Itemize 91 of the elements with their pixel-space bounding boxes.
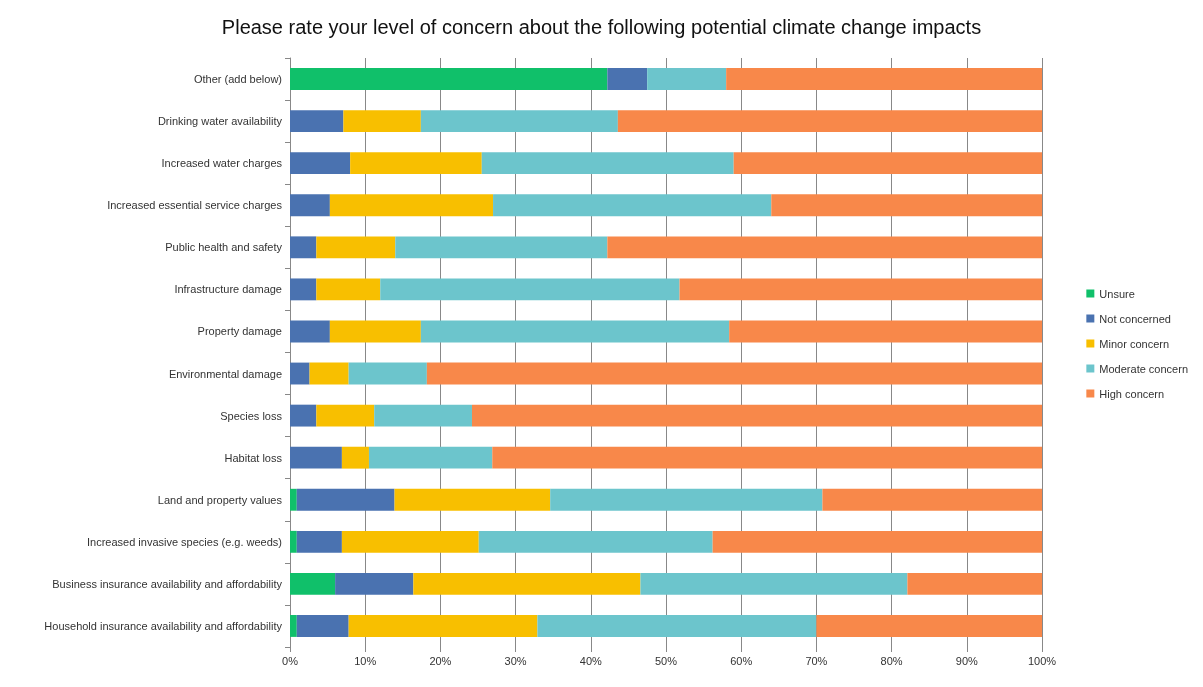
bar bbox=[296, 488, 395, 511]
bar bbox=[290, 615, 297, 637]
y-tick-label: Household insurance availability and affordability bbox=[44, 619, 283, 632]
y-tick-label: Other (add below) bbox=[193, 73, 282, 86]
bar bbox=[341, 530, 479, 553]
bar bbox=[348, 362, 427, 385]
bar bbox=[290, 152, 351, 175]
bar bbox=[550, 488, 823, 511]
y-tick-label: Species loss bbox=[220, 409, 283, 422]
x-tick-label: 100% bbox=[1027, 654, 1057, 667]
bar bbox=[290, 404, 317, 427]
bar bbox=[316, 236, 396, 259]
bar bbox=[394, 488, 551, 511]
x-tick-label: 60% bbox=[730, 654, 753, 667]
bar bbox=[420, 110, 618, 133]
x-tick-label: 90% bbox=[955, 654, 979, 667]
y-tick-label: Increased essential service charges bbox=[107, 199, 283, 212]
x-tick-label: 50% bbox=[654, 654, 678, 667]
bar bbox=[316, 278, 381, 301]
bar bbox=[343, 110, 421, 133]
bar bbox=[537, 615, 817, 637]
bar bbox=[647, 68, 727, 90]
bar bbox=[290, 320, 330, 343]
x-tick-label: 10% bbox=[354, 654, 377, 667]
bar bbox=[726, 68, 1042, 90]
legend-label: Unsure bbox=[1099, 287, 1135, 300]
bar bbox=[420, 320, 730, 343]
bar bbox=[290, 278, 317, 301]
bar bbox=[290, 446, 342, 469]
bar bbox=[729, 320, 1042, 343]
bar bbox=[607, 68, 648, 90]
bar bbox=[290, 194, 330, 217]
y-tick-label: Increased invasive species (e.g. weeds) bbox=[86, 535, 282, 548]
x-tick-label: 0% bbox=[282, 654, 299, 667]
bar bbox=[290, 68, 608, 90]
x-tick-label: 30% bbox=[504, 654, 527, 667]
bar bbox=[296, 530, 342, 553]
bar bbox=[290, 362, 310, 385]
bar bbox=[471, 404, 1042, 427]
y-tick-label: Environmental damage bbox=[168, 367, 282, 380]
bar bbox=[290, 110, 344, 133]
y-tick-label: Land and property values bbox=[157, 493, 283, 506]
bar bbox=[822, 488, 1042, 511]
bar bbox=[907, 572, 1042, 595]
bar bbox=[492, 446, 1042, 469]
bar bbox=[309, 362, 349, 385]
bar bbox=[493, 194, 772, 217]
bar bbox=[335, 572, 414, 595]
bar bbox=[290, 572, 336, 595]
bar bbox=[380, 278, 680, 301]
x-tick-label: 20% bbox=[429, 654, 452, 667]
bar bbox=[290, 488, 297, 511]
bar bbox=[607, 236, 1042, 259]
y-tick-label: Drinking water availability bbox=[157, 115, 283, 128]
y-tick-label: Habitat loss bbox=[224, 451, 283, 464]
bar bbox=[617, 110, 1042, 133]
bar bbox=[395, 236, 608, 259]
legend-label: High concern bbox=[1099, 387, 1165, 400]
bar bbox=[679, 278, 1042, 301]
bar bbox=[481, 152, 734, 175]
bar bbox=[350, 152, 482, 175]
y-tick-label: Public health and safety bbox=[165, 241, 283, 254]
bar bbox=[712, 530, 1042, 553]
bar bbox=[329, 320, 421, 343]
bar bbox=[341, 446, 369, 469]
bar bbox=[478, 530, 713, 553]
chart-title: Please rate your level of concern about the following potential climate change impacts bbox=[221, 16, 982, 38]
bar bbox=[640, 572, 908, 595]
x-tick-label: 40% bbox=[579, 654, 603, 667]
bar bbox=[316, 404, 375, 427]
bar bbox=[329, 194, 494, 217]
bar bbox=[368, 446, 493, 469]
bar bbox=[733, 152, 1042, 175]
x-tick-label: 80% bbox=[880, 654, 903, 667]
bar bbox=[771, 194, 1042, 217]
bar bbox=[290, 530, 297, 553]
y-tick-label: Business insurance availability and affordability bbox=[52, 577, 283, 590]
legend-label: Minor concern bbox=[1099, 337, 1170, 350]
bar bbox=[290, 236, 317, 259]
bar bbox=[348, 615, 538, 637]
bar bbox=[296, 615, 349, 637]
bar bbox=[426, 362, 1042, 385]
y-tick-label: Infrastructure damage bbox=[174, 283, 282, 296]
bar bbox=[374, 404, 472, 427]
bar bbox=[413, 572, 641, 595]
x-tick-label: 70% bbox=[805, 654, 828, 667]
legend-label: Moderate concern bbox=[1099, 362, 1189, 375]
legend-label: Not concerned bbox=[1099, 312, 1171, 325]
bar bbox=[816, 615, 1042, 637]
y-tick-label: Property damage bbox=[197, 325, 282, 338]
y-tick-label: Increased water charges bbox=[161, 157, 283, 170]
